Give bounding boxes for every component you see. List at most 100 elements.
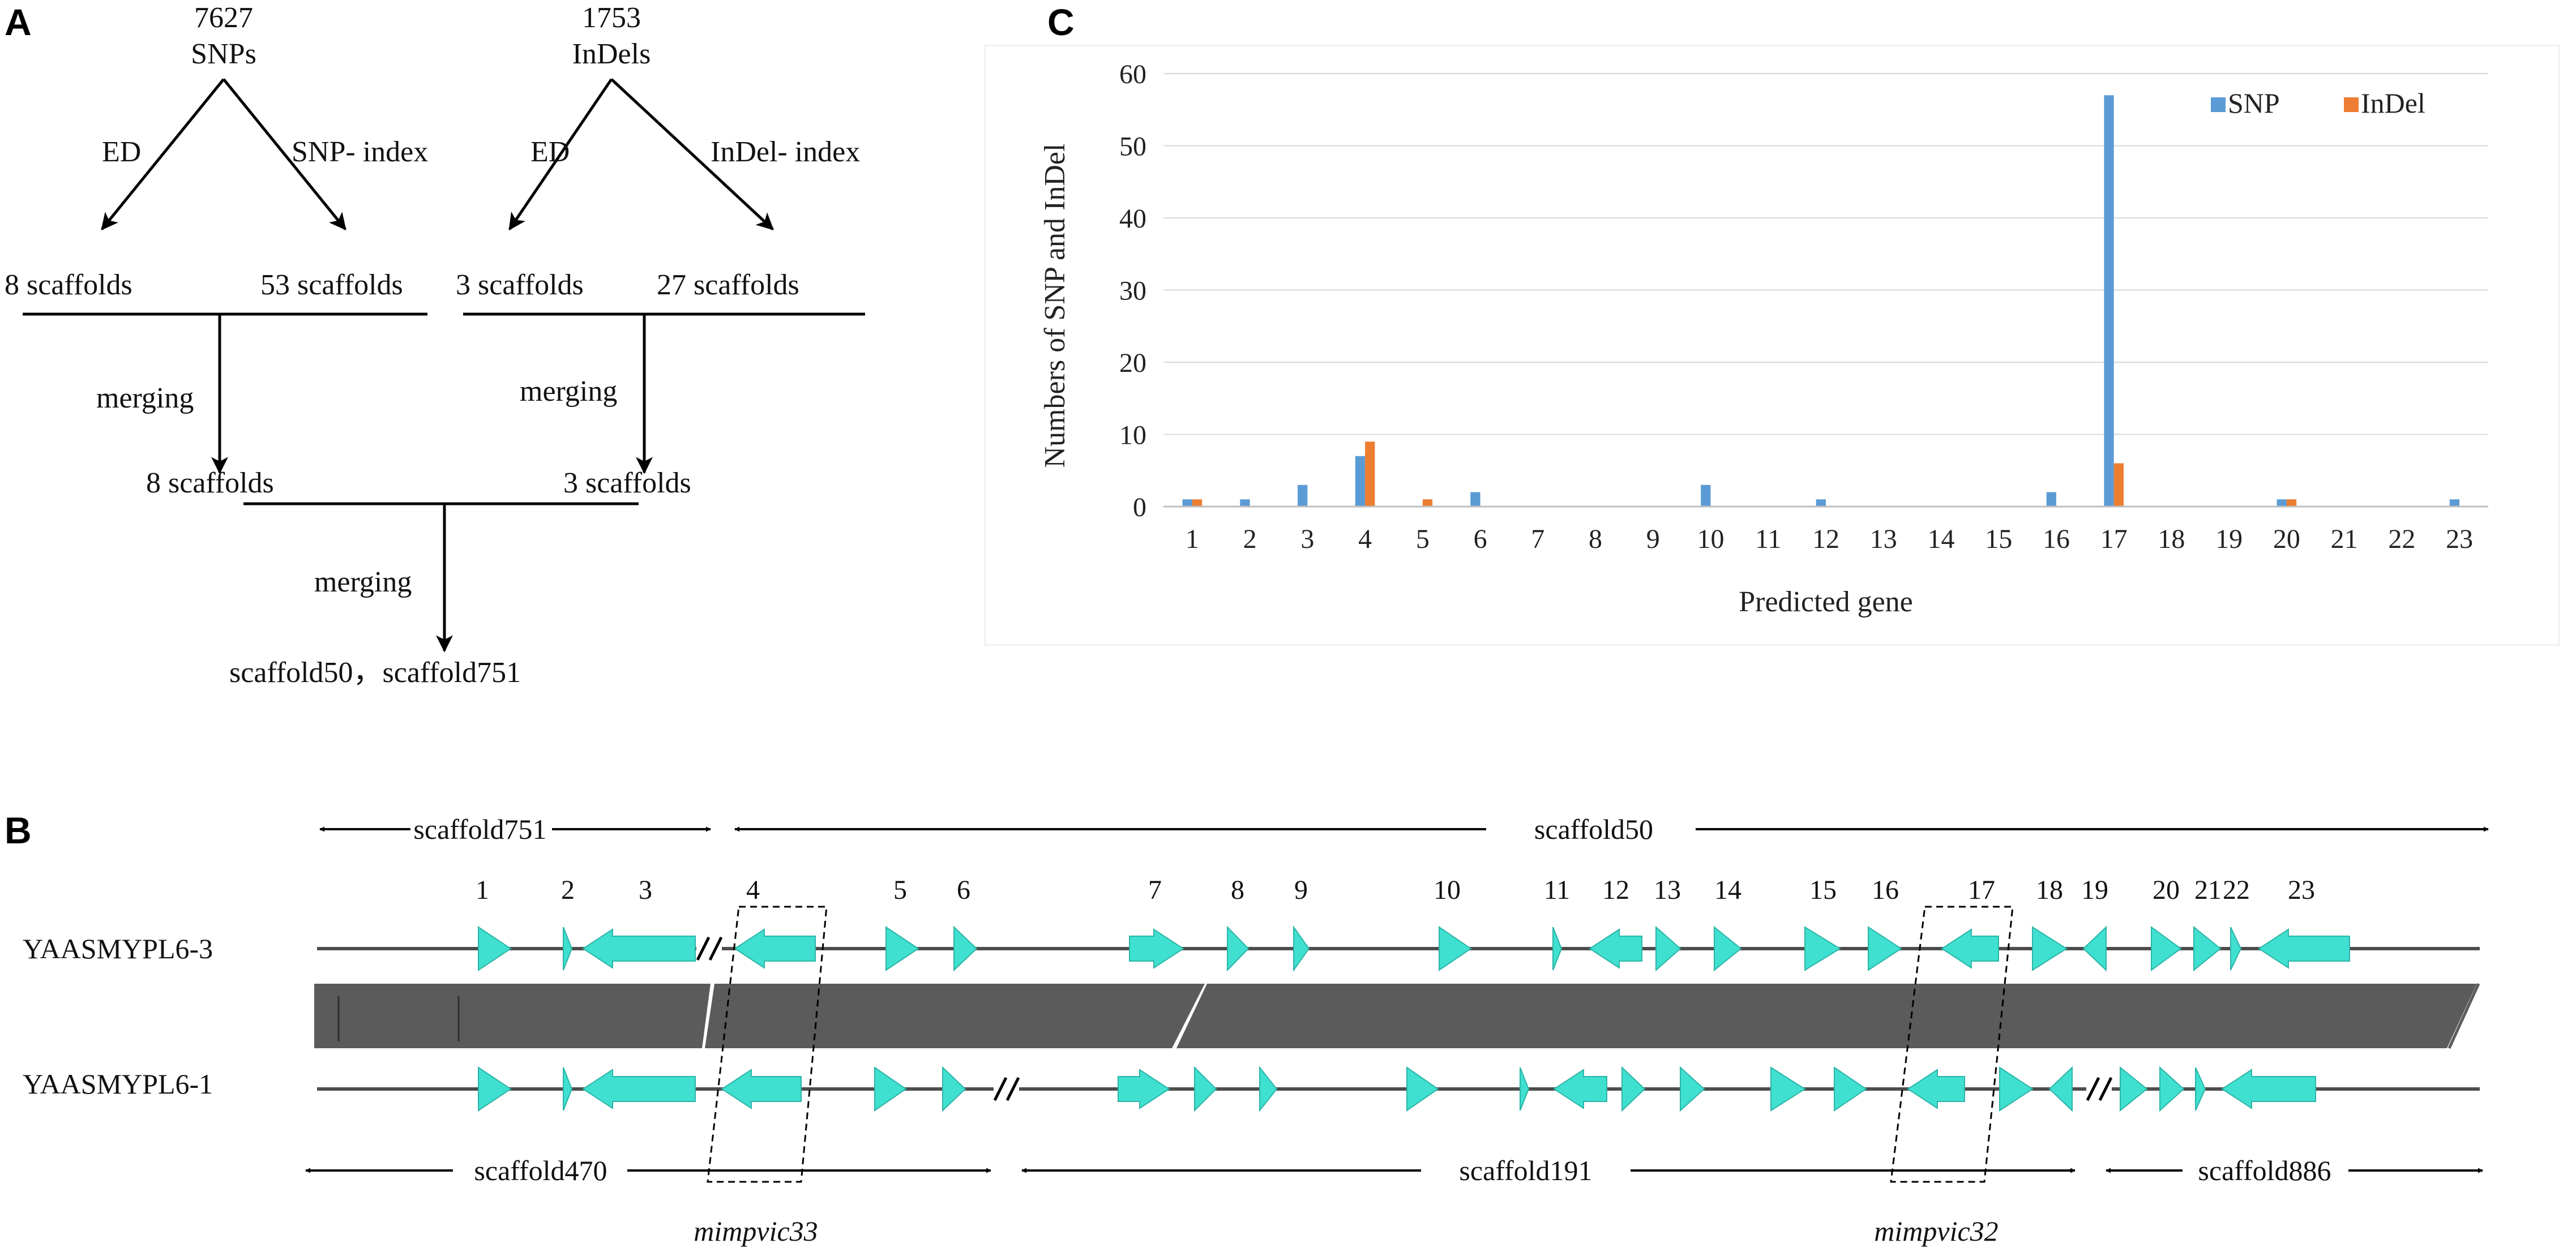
gene-arrow	[1520, 1067, 1530, 1111]
gene-arrow	[1552, 927, 1563, 971]
chart-gridlines	[1163, 73, 2488, 435]
gene-arrow	[1714, 925, 1742, 972]
merge-right-result: 3 scaffolds	[563, 467, 691, 499]
chart-x-ticks: 1 2 3 4 5 6 7 8 9 10 11 12 13 14 15 16 17 18 19 20 21 22 23	[1186, 524, 2473, 554]
bar-snp	[2449, 499, 2460, 507]
panel-label-c: C	[1047, 1, 1075, 43]
bar-indel	[2113, 463, 2124, 507]
gene-arrow	[2120, 1066, 2148, 1112]
arrow-indel-index	[610, 78, 774, 230]
gene-arrow	[942, 1066, 966, 1112]
y-tick-label: 50	[1119, 132, 1146, 162]
gene-arrow	[1621, 1066, 1646, 1112]
gene-arrow	[1406, 1066, 1439, 1112]
gene-number: 20	[2153, 875, 2180, 905]
gene-number: 4	[746, 875, 760, 905]
bar-snp	[1240, 499, 1250, 507]
scaffold751-label: scaffold751	[413, 813, 546, 845]
gene-number: 1	[476, 875, 489, 905]
gene-number: 22	[2223, 875, 2250, 905]
gene-arrow	[721, 1069, 802, 1109]
x-tick-label: 13	[1870, 524, 1897, 554]
synteny-diagram: scaffold751 scaffold50 YAASMYPL6-3 YAASM…	[23, 813, 2489, 1247]
snp-ed-result: 8 scaffolds	[5, 269, 132, 301]
y-tick-label: 60	[1119, 59, 1146, 89]
snp-index-result: 53 scaffolds	[260, 269, 403, 301]
gene-number: 21	[2194, 875, 2222, 905]
gene-arrow	[1680, 1066, 1705, 1112]
gene-arrow	[1834, 1066, 1867, 1112]
gene-arrow	[874, 1066, 907, 1112]
gene-arrow	[2230, 927, 2242, 971]
gene-arrow	[2032, 926, 2068, 971]
break-mark-top	[696, 936, 723, 961]
scaffold886-label: scaffold886	[2198, 1155, 2331, 1186]
gene-arrow	[1293, 925, 1310, 972]
snp-label: SNPs	[191, 38, 256, 70]
x-tick-label: 11	[1755, 524, 1781, 554]
x-tick-label: 7	[1531, 524, 1544, 554]
panel-label-b: B	[5, 809, 32, 851]
highlight-box-mimpvic33	[707, 906, 828, 1183]
gene-arrow	[2195, 1067, 2206, 1111]
arrow-indel-ed	[508, 78, 613, 231]
x-tick-label: 22	[2388, 524, 2415, 554]
gene-arrow	[1907, 1069, 1965, 1109]
bar-snp	[1816, 499, 1826, 507]
x-tick-label: 18	[2158, 524, 2185, 554]
indel-index-label: InDel- index	[711, 136, 860, 168]
mimpvic33-label: mimpvic33	[694, 1215, 818, 1247]
gene-arrow	[953, 925, 978, 972]
gene-number: 15	[1809, 875, 1837, 905]
bar-snp	[1298, 484, 1308, 507]
gene-number: 6	[957, 875, 970, 905]
gene-arrow	[2048, 1066, 2073, 1112]
gene-number: 8	[1231, 875, 1244, 905]
x-tick-label: 14	[1927, 524, 1954, 554]
bar-snp	[1470, 492, 1480, 507]
gene-arrow	[582, 928, 696, 969]
legend-label-snp: SNP	[2228, 87, 2280, 119]
gene-number: 11	[1544, 875, 1570, 905]
legend-label-indel: InDel	[2361, 87, 2425, 119]
x-tick-label: 9	[1646, 524, 1660, 554]
merging-label-3: merging	[314, 566, 412, 598]
mimpvic32-label: mimpvic32	[1874, 1215, 1998, 1247]
x-tick-label: 4	[1358, 524, 1372, 554]
y-tick-label: 0	[1133, 492, 1146, 522]
gene-arrow	[1999, 1066, 2034, 1112]
flowchart: 7627 SNPs 1753 InDels ED SNP- index ED I…	[5, 2, 865, 689]
bar-snp	[2104, 95, 2114, 507]
track-label-top: YAASMYPL6-3	[23, 933, 213, 964]
gene-arrow	[2151, 926, 2182, 971]
gene-arrow	[1227, 925, 1250, 972]
scaffold191-label: scaffold191	[1459, 1155, 1592, 1186]
gene-number: 19	[2081, 875, 2108, 905]
x-tick-label: 23	[2446, 524, 2473, 554]
indel-index-result: 27 scaffolds	[657, 269, 799, 301]
x-tick-label: 16	[2043, 524, 2070, 554]
y-tick-label: 40	[1119, 204, 1146, 234]
y-tick-label: 20	[1119, 348, 1146, 378]
gene-number: 3	[639, 875, 652, 905]
chart-x-label: Predicted gene	[1739, 586, 1913, 618]
chart-y-ticks: 0 10 20 30 40 50 60	[1119, 59, 1146, 522]
x-tick-label: 19	[2215, 524, 2243, 554]
gene-arrow	[1439, 926, 1472, 971]
gene-number: 10	[1434, 875, 1461, 905]
panel-label-a: A	[5, 1, 32, 43]
gene-arrow	[478, 926, 512, 971]
gene-arrow	[1129, 928, 1184, 969]
synteny-block-edge	[2447, 983, 2480, 1049]
arrow-snp-ed	[101, 78, 225, 230]
gene-number: 5	[893, 875, 907, 905]
gene-number: 2	[561, 875, 575, 905]
gene-arrow	[1804, 926, 1841, 971]
gene-arrow	[1259, 1066, 1278, 1112]
gene-number: 12	[1602, 875, 1629, 905]
merging-label-1: merging	[96, 382, 194, 414]
gene-arrow	[563, 1067, 573, 1111]
x-tick-label: 2	[1243, 524, 1257, 554]
snp-count: 7627	[194, 2, 253, 34]
